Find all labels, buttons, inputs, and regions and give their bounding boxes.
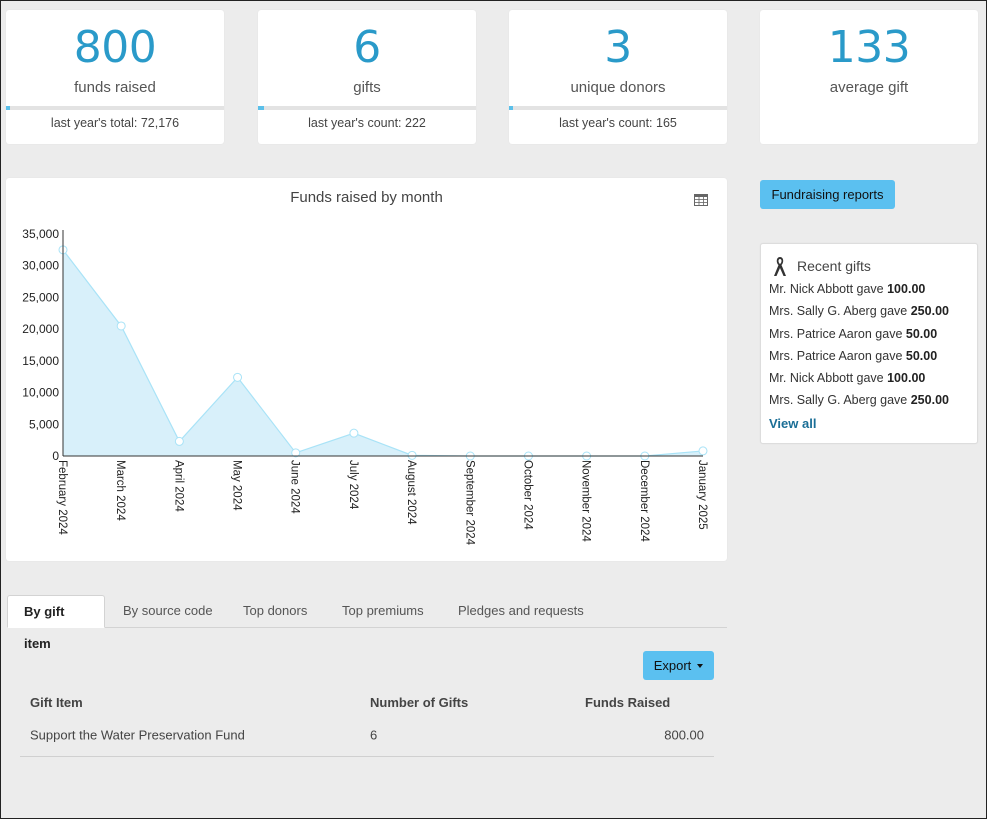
- list-item: Mr. Nick Abbott gave 100.00: [769, 282, 926, 296]
- list-item: Mrs. Patrice Aaron gave 50.00: [769, 326, 938, 341]
- progress-bar: [509, 106, 727, 110]
- tab-top-donors[interactable]: Top donors: [243, 603, 308, 618]
- x-tick-label: February 2024: [56, 460, 68, 535]
- stat-value: 3: [604, 22, 632, 73]
- x-tick-label: December 2024: [638, 460, 650, 542]
- stat-subtext: last year's count: 222: [308, 116, 426, 130]
- x-tick-label: September 2024: [463, 460, 475, 546]
- y-tick-label: 35,000: [22, 227, 59, 241]
- fundraising-reports-button[interactable]: Fundraising reports: [760, 180, 895, 209]
- tab-pledges-and-requests[interactable]: Pledges and requests: [458, 603, 584, 618]
- table-row: Support the Water Preservation Fund 6 80…: [20, 717, 714, 757]
- caret-down-icon: [697, 663, 704, 668]
- table-icon[interactable]: [694, 194, 708, 206]
- y-tick-label: 5,000: [29, 417, 59, 431]
- data-point: [349, 428, 359, 438]
- report-tabs: By gift item By source code Top donors T…: [7, 595, 727, 651]
- funds-chart: 0 5,000 10,000 15,000 20,000 25,000 30,000 35,0…: [22, 227, 708, 546]
- list-item: Mrs. Patrice Aaron gave 50.00: [769, 348, 938, 363]
- chart-title: Funds raised by month: [290, 189, 443, 206]
- progress-bar: [258, 106, 476, 110]
- stat-value: 6: [353, 22, 381, 73]
- progress-bar: [6, 106, 224, 110]
- stat-label: gifts: [353, 79, 381, 96]
- data-point: [233, 372, 243, 382]
- y-tick-label: 20,000: [22, 322, 59, 336]
- stat-label: funds raised: [74, 79, 156, 96]
- export-button[interactable]: Export: [643, 651, 714, 680]
- data-point: [698, 446, 708, 456]
- stat-subtext: last year's count: 165: [559, 116, 677, 130]
- stat-card-gifts: 6 gifts last year's count: 222: [258, 10, 476, 144]
- x-tick-label: March 2024: [114, 460, 126, 521]
- col-gift-item: Gift Item: [30, 695, 83, 710]
- y-tick-label: 30,000: [22, 259, 59, 273]
- y-tick-label: 15,000: [22, 354, 59, 368]
- recent-gifts-list: Mr. Nick Abbott gave 100.00 Mrs. Sally G…: [769, 281, 949, 415]
- gift-item-table: Gift Item Number of Gifts Funds Raised S…: [20, 687, 714, 757]
- x-tick-label: May 2024: [231, 460, 243, 511]
- chart-card: Funds raised by month 0 5,000 10,000 15,000…: [6, 178, 727, 561]
- recent-gifts-title: Recent gifts: [797, 258, 871, 274]
- y-tick-label: 10,000: [22, 386, 59, 400]
- recent-gifts-panel: Recent gifts Mr. Nick Abbott gave 100.00…: [760, 243, 978, 444]
- cell-gift-item: Support the Water Preservation Fund: [30, 727, 245, 743]
- stat-label: average gift: [829, 79, 909, 96]
- tab-by-gift-item[interactable]: By gift item: [7, 595, 105, 651]
- col-funds-raised: Funds Raised: [585, 695, 671, 710]
- stat-card-average: 133 average gift: [760, 10, 978, 144]
- data-point: [291, 448, 301, 458]
- x-tick-label: October 2024: [521, 460, 533, 530]
- cell-funds-raised: 800.00: [664, 727, 704, 743]
- data-point: [407, 450, 417, 460]
- y-tick-label: 0: [52, 449, 59, 463]
- list-item: Mrs. Sally G. Aberg gave 250.00: [769, 393, 949, 408]
- view-all-link[interactable]: View all: [769, 416, 817, 431]
- list-item: Mr. Nick Abbott gave 100.00: [769, 371, 926, 386]
- stat-label: unique donors: [570, 79, 666, 96]
- stat-card-funds: 800 funds raised last year's total: 72,1…: [6, 10, 224, 144]
- col-number-of-gifts: Number of Gifts: [370, 695, 469, 710]
- x-tick-label: April 2024: [172, 460, 184, 512]
- export-label: Export: [653, 658, 692, 673]
- tab-by-source-code[interactable]: By source code: [123, 603, 213, 618]
- data-point: [174, 436, 184, 446]
- stat-card-donors: 3 unique donors last year's count: 165: [509, 10, 727, 144]
- x-tick-label: November 2024: [580, 460, 592, 542]
- recent-gifts-header: Recent gifts: [773, 255, 871, 277]
- stat-value: 800: [73, 22, 157, 73]
- x-tick-label: July 2024: [347, 460, 359, 510]
- ribbon-icon: [774, 257, 786, 276]
- data-point: [116, 321, 126, 331]
- x-tick-label: August 2024: [405, 460, 417, 525]
- list-item: Mrs. Sally G. Aberg gave 250.00: [769, 304, 949, 319]
- area-fill: [63, 249, 703, 456]
- cell-number-of-gifts: 6: [370, 727, 378, 743]
- stat-value: 133: [827, 22, 911, 73]
- tab-top-premiums[interactable]: Top premiums: [342, 603, 424, 618]
- x-tick-label: January 2025: [696, 460, 708, 530]
- table-header-row: Gift Item Number of Gifts Funds Raised: [20, 687, 714, 717]
- y-tick-label: 25,000: [22, 290, 59, 304]
- x-tick-label: June 2024: [289, 460, 301, 514]
- stat-subtext: last year's total: 72,176: [50, 116, 180, 130]
